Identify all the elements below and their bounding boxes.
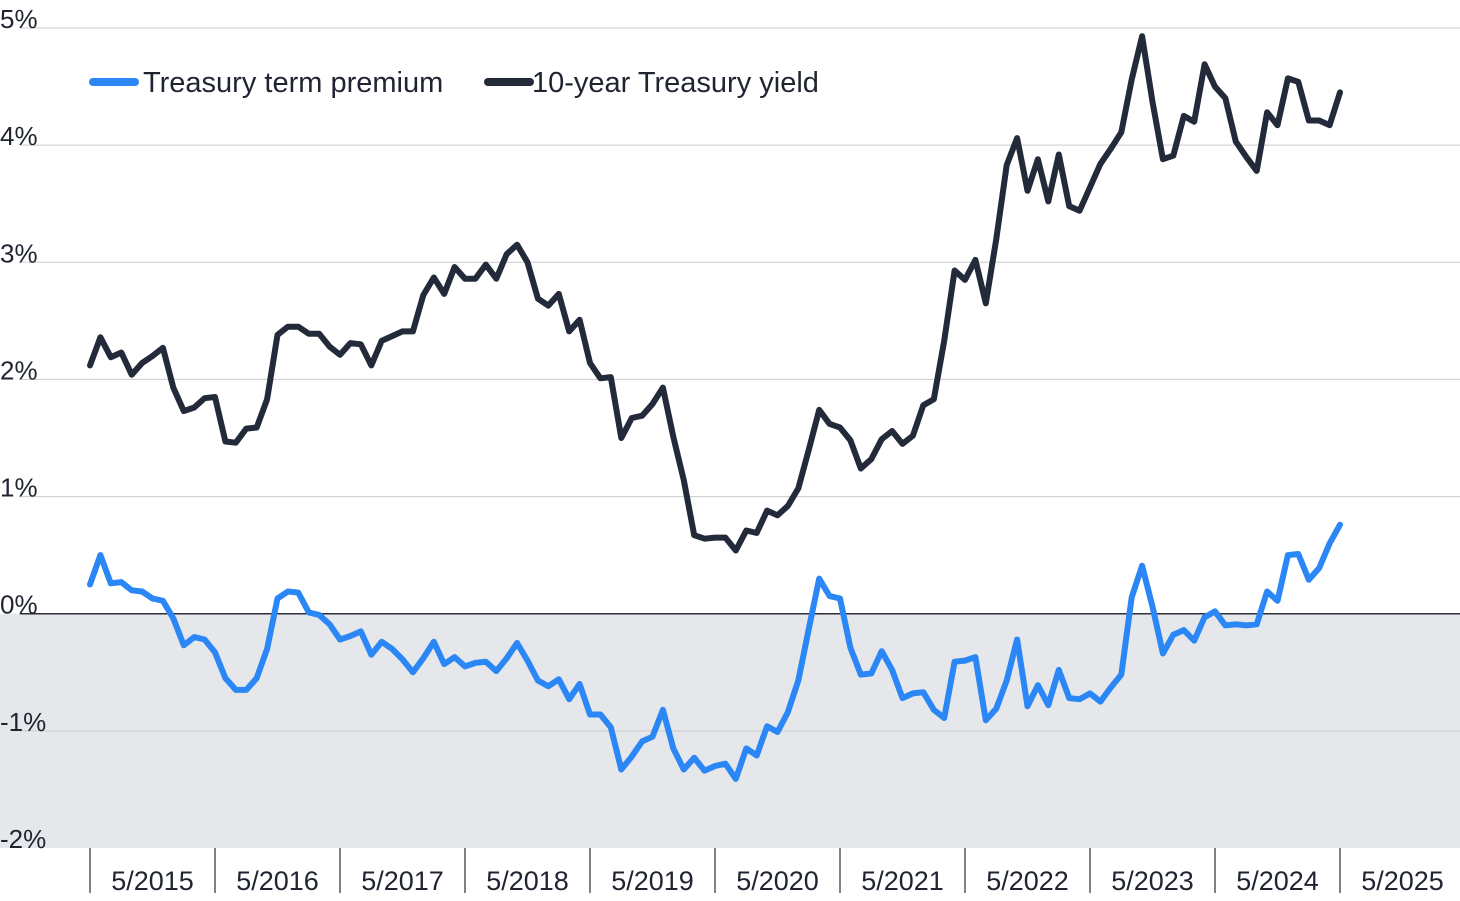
- x-tick-label: 5/2019: [611, 866, 694, 896]
- series-lines: [87, 33, 1343, 782]
- x-tick-label: 5/2020: [736, 866, 819, 896]
- y-tick-label: -2%: [0, 824, 46, 854]
- series-line-10y-yield: [87, 33, 1343, 554]
- x-tick-label: 5/2017: [361, 866, 444, 896]
- series-line-term-premium: [87, 521, 1343, 782]
- y-tick-label: 2%: [0, 355, 38, 385]
- x-tick-label: 5/2015: [111, 866, 194, 896]
- legend: Treasury term premium 10-year Treasury y…: [89, 67, 819, 99]
- y-tick-label: 3%: [0, 238, 38, 268]
- x-tick-label: 5/2016: [236, 866, 319, 896]
- legend-label-term-premium: Treasury term premium: [143, 67, 443, 99]
- x-tick-label: 5/2022: [986, 866, 1069, 896]
- legend-label-10y-yield: 10-year Treasury yield: [532, 67, 819, 99]
- x-tick-label: 5/2018: [486, 866, 569, 896]
- y-axis-labels: 5% 4% 3% 2% 1% 0% -1% -2%: [0, 4, 46, 854]
- x-tick-label: 5/2024: [1236, 866, 1319, 896]
- x-tick-label: 5/2023: [1111, 866, 1194, 896]
- y-tick-label: 4%: [0, 121, 38, 151]
- y-tick-label: 0%: [0, 590, 38, 620]
- y-tick-label: 5%: [0, 4, 38, 34]
- x-axis-ticks: 5/2015 5/2016 5/2017 5/2018 5/2019 5/2020 5/20…: [89, 848, 1444, 896]
- x-tick-label: 5/2021: [861, 866, 944, 896]
- y-tick-label: -1%: [0, 707, 46, 737]
- x-tick-label: 5/2025: [1361, 866, 1444, 896]
- y-tick-label: 1%: [0, 473, 38, 503]
